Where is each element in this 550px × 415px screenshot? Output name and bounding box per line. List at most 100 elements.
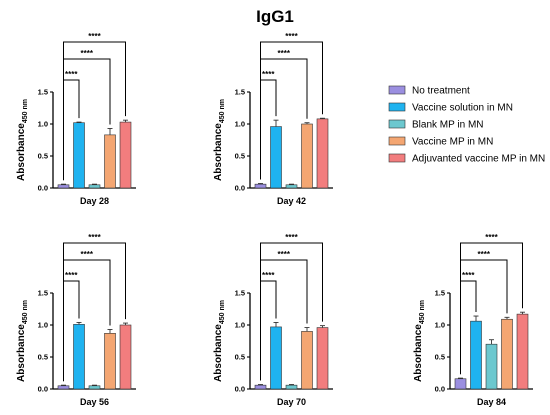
bar bbox=[104, 134, 116, 189]
y-axis-label-main: Absorbance bbox=[213, 123, 224, 181]
chart-panel: 0.0 0.5 1.0 1.5 **** **** **** Day 28 Absorbance… bbox=[16, 32, 136, 206]
y-tick-label: 1.0 bbox=[38, 120, 48, 129]
bar bbox=[270, 126, 282, 189]
chart-panel: 0.0 0.5 1.0 1.5 **** **** **** Day 70 Absorbance… bbox=[213, 233, 333, 407]
legend-label: Blank MP in MN bbox=[412, 120, 484, 131]
y-axis-label-main: Absorbance bbox=[16, 123, 27, 181]
y-axis-label: Absorbance450 nm bbox=[213, 300, 226, 382]
bar bbox=[254, 384, 267, 390]
significance-label: **** bbox=[485, 233, 498, 242]
bar bbox=[88, 385, 101, 390]
bar bbox=[501, 318, 513, 390]
y-tick-label: 0.5 bbox=[435, 353, 445, 362]
bar bbox=[485, 343, 498, 390]
y-tick-label: 0.5 bbox=[235, 353, 245, 362]
bar bbox=[316, 327, 329, 390]
legend-item: No treatment bbox=[388, 85, 470, 97]
bar bbox=[470, 320, 482, 390]
significance-bracket bbox=[260, 242, 323, 381]
bar bbox=[57, 184, 70, 189]
significance-label: **** bbox=[262, 70, 275, 79]
legend-swatch bbox=[388, 136, 406, 146]
chart-panels: 0.0 0.5 1.0 1.5 **** **** **** Day 28 Absorbance… bbox=[16, 32, 533, 407]
bar bbox=[301, 123, 313, 189]
legend-item: Vaccine MP in MN bbox=[388, 136, 493, 148]
significance-label: **** bbox=[262, 271, 275, 280]
bar bbox=[516, 313, 529, 390]
legend-swatch bbox=[388, 85, 406, 95]
y-axis-label: Absorbance450 nm bbox=[413, 300, 426, 382]
y-tick-label: 0.5 bbox=[38, 152, 48, 161]
y-tick-label: 0.0 bbox=[435, 385, 445, 394]
y-axis-label-main: Absorbance bbox=[213, 324, 224, 382]
x-axis-label: Day 42 bbox=[277, 196, 306, 206]
y-axis-label-main: Absorbance bbox=[16, 324, 27, 382]
y-tick-label: 1.0 bbox=[235, 120, 245, 129]
significance-label: **** bbox=[278, 49, 291, 58]
significance-label: **** bbox=[88, 233, 101, 242]
y-axis-label-subscript: 450 nm bbox=[219, 300, 226, 324]
y-axis-label-subscript: 450 nm bbox=[219, 99, 226, 123]
figure-title: IgG1 bbox=[256, 7, 294, 26]
y-tick-label: 1.5 bbox=[38, 88, 48, 97]
bar bbox=[285, 184, 298, 189]
legend-label: No treatment bbox=[412, 86, 470, 97]
legend-swatch bbox=[388, 153, 406, 163]
significance-label: **** bbox=[81, 250, 94, 259]
bar bbox=[73, 122, 85, 189]
significance-bracket bbox=[63, 242, 126, 382]
y-tick-label: 0.0 bbox=[235, 184, 245, 193]
significance-label: **** bbox=[65, 271, 78, 280]
chart-panel: 0.0 0.5 1.0 1.5 **** **** **** Day 42 Absorbance… bbox=[213, 32, 333, 206]
x-axis-label: Day 84 bbox=[477, 397, 506, 407]
y-axis-label-main: Absorbance bbox=[413, 324, 424, 382]
significance-label: **** bbox=[285, 32, 298, 41]
x-axis-label: Day 70 bbox=[277, 397, 306, 407]
chart-panel: 0.0 0.5 1.0 1.5 **** **** **** Day 56 Absorbance… bbox=[16, 233, 136, 407]
legend-item: Vaccine solution in MN bbox=[388, 102, 513, 114]
bar bbox=[254, 183, 267, 189]
y-tick-label: 0.0 bbox=[38, 385, 48, 394]
legend: No treatment Vaccine solution in MN Blank … bbox=[388, 85, 545, 165]
significance-label: **** bbox=[88, 32, 101, 41]
legend-label: Vaccine MP in MN bbox=[412, 137, 493, 148]
y-tick-label: 1.5 bbox=[235, 88, 245, 97]
chart-panel: 0.0 0.5 1.0 1.5 **** **** **** Day 84 Absorbance… bbox=[413, 233, 533, 407]
y-tick-label: 0.0 bbox=[38, 184, 48, 193]
y-tick-label: 1.0 bbox=[235, 321, 245, 330]
significance-bracket bbox=[260, 41, 323, 180]
bar bbox=[119, 324, 132, 390]
significance-bracket bbox=[460, 242, 523, 375]
bar bbox=[454, 378, 467, 390]
bar bbox=[119, 121, 132, 189]
y-tick-label: 1.5 bbox=[38, 289, 48, 298]
legend-swatch bbox=[388, 102, 406, 112]
y-axis-label-subscript: 450 nm bbox=[22, 99, 29, 123]
y-axis-label: Absorbance450 nm bbox=[213, 99, 226, 181]
legend-swatch bbox=[388, 119, 406, 129]
y-tick-label: 1.0 bbox=[435, 321, 445, 330]
legend-label: Adjuvanted vaccine MP in MN bbox=[412, 154, 545, 165]
significance-label: **** bbox=[285, 233, 298, 242]
x-axis-label: Day 56 bbox=[80, 397, 109, 407]
y-axis-label-subscript: 450 nm bbox=[22, 300, 29, 324]
legend-label: Vaccine solution in MN bbox=[412, 103, 513, 114]
bar bbox=[73, 324, 85, 390]
bar bbox=[57, 385, 70, 390]
significance-label: **** bbox=[81, 49, 94, 58]
y-axis-label-subscript: 450 nm bbox=[419, 300, 426, 324]
significance-label: **** bbox=[278, 250, 291, 259]
significance-label: **** bbox=[462, 271, 475, 280]
legend-item: Adjuvanted vaccine MP in MN bbox=[388, 153, 545, 165]
y-tick-label: 0.5 bbox=[38, 353, 48, 362]
significance-label: **** bbox=[65, 70, 78, 79]
y-tick-label: 1.5 bbox=[435, 289, 445, 298]
significance-label: **** bbox=[478, 250, 491, 259]
y-tick-label: 0.0 bbox=[235, 385, 245, 394]
y-axis-label: Absorbance450 nm bbox=[16, 99, 29, 181]
legend-item: Blank MP in MN bbox=[388, 119, 484, 131]
y-axis-label: Absorbance450 nm bbox=[16, 300, 29, 382]
y-tick-label: 1.0 bbox=[38, 321, 48, 330]
bar bbox=[104, 333, 116, 390]
